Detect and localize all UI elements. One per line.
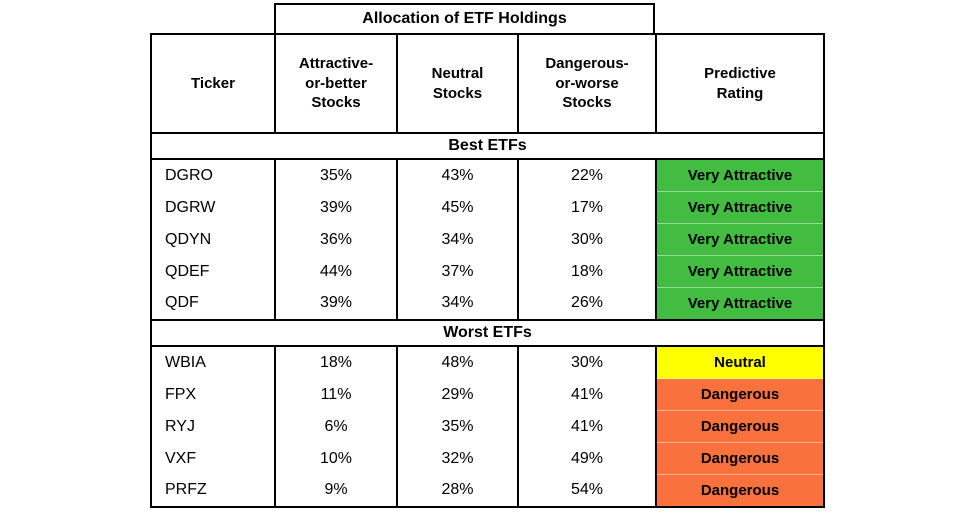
- rating-cell: Dangerous: [655, 442, 825, 475]
- dangerous-percent-cell: 49%: [517, 442, 657, 475]
- rating-cell: Dangerous: [655, 378, 825, 411]
- ticker-cell: VXF: [150, 442, 276, 475]
- neutral-percent-cell: 32%: [396, 442, 519, 475]
- dangerous-percent-cell: 30%: [517, 223, 657, 256]
- attractive-percent-cell: 6%: [274, 410, 398, 443]
- etf-row: DGRO 35% 43% 22% Very Attractive: [150, 159, 825, 192]
- dangerous-percent-cell: 41%: [517, 378, 657, 411]
- neutral-percent-cell: 34%: [396, 223, 519, 256]
- attractive-percent-cell: 9%: [274, 474, 398, 508]
- allocation-supertitle: Allocation of ETF Holdings: [274, 3, 655, 33]
- dangerous-percent-cell: 54%: [517, 474, 657, 508]
- rating-cell: Very Attractive: [655, 159, 825, 192]
- neutral-percent-cell: 37%: [396, 255, 519, 288]
- attractive-percent-cell: 10%: [274, 442, 398, 475]
- section-band-row: Worst ETFs: [150, 319, 825, 347]
- rating-cell: Very Attractive: [655, 191, 825, 224]
- rating-cell: Dangerous: [655, 474, 825, 508]
- etf-row: PRFZ 9% 28% 54% Dangerous: [150, 474, 825, 508]
- ticker-cell: QDEF: [150, 255, 276, 288]
- neutral-percent-cell: 34%: [396, 287, 519, 320]
- ticker-cell: RYJ: [150, 410, 276, 443]
- column-header-dangerous: Dangerous- or-worse Stocks: [517, 33, 657, 134]
- attractive-percent-cell: 18%: [274, 346, 398, 379]
- etf-row: FPX 11% 29% 41% Dangerous: [150, 378, 825, 411]
- rating-cell: Very Attractive: [655, 287, 825, 320]
- dangerous-percent-cell: 17%: [517, 191, 657, 224]
- dangerous-percent-cell: 18%: [517, 255, 657, 288]
- attractive-percent-cell: 35%: [274, 159, 398, 192]
- column-header-attractive: Attractive- or-better Stocks: [274, 33, 398, 134]
- column-header-neutral: Neutral Stocks: [396, 33, 519, 134]
- etf-row: QDEF 44% 37% 18% Very Attractive: [150, 255, 825, 288]
- rating-cell: Very Attractive: [655, 255, 825, 288]
- dangerous-percent-cell: 41%: [517, 410, 657, 443]
- ticker-cell: QDF: [150, 287, 276, 320]
- neutral-percent-cell: 29%: [396, 378, 519, 411]
- dangerous-percent-cell: 26%: [517, 287, 657, 320]
- neutral-percent-cell: 43%: [396, 159, 519, 192]
- section-label: Best ETFs: [150, 132, 825, 160]
- section-band-row: Best ETFs: [150, 132, 825, 160]
- ticker-cell: FPX: [150, 378, 276, 411]
- attractive-percent-cell: 39%: [274, 287, 398, 320]
- neutral-percent-cell: 28%: [396, 474, 519, 508]
- neutral-percent-cell: 45%: [396, 191, 519, 224]
- header-row: Ticker Attractive- or-better Stocks Neut…: [150, 33, 825, 134]
- column-header-rating: Predictive Rating: [655, 33, 825, 134]
- etf-row: RYJ 6% 35% 41% Dangerous: [150, 410, 825, 443]
- etf-row: QDYN 36% 34% 30% Very Attractive: [150, 223, 825, 256]
- ticker-cell: DGRO: [150, 159, 276, 192]
- section-label: Worst ETFs: [150, 319, 825, 347]
- rating-cell: Very Attractive: [655, 223, 825, 256]
- dangerous-percent-cell: 22%: [517, 159, 657, 192]
- column-header-ticker: Ticker: [150, 33, 276, 134]
- etf-row: VXF 10% 32% 49% Dangerous: [150, 442, 825, 475]
- neutral-percent-cell: 35%: [396, 410, 519, 443]
- attractive-percent-cell: 11%: [274, 378, 398, 411]
- rating-cell: Neutral: [655, 346, 825, 379]
- table-body: Best ETFs DGRO 35% 43% 22% Very Attractive DGR…: [150, 132, 825, 508]
- etf-row: WBIA 18% 48% 30% Neutral: [150, 346, 825, 379]
- neutral-percent-cell: 48%: [396, 346, 519, 379]
- etf-row: QDF 39% 34% 26% Very Attractive: [150, 287, 825, 320]
- attractive-percent-cell: 39%: [274, 191, 398, 224]
- ticker-cell: WBIA: [150, 346, 276, 379]
- attractive-percent-cell: 44%: [274, 255, 398, 288]
- attractive-percent-cell: 36%: [274, 223, 398, 256]
- ticker-cell: DGRW: [150, 191, 276, 224]
- ticker-cell: PRFZ: [150, 474, 276, 508]
- etf-holdings-table: Ticker Attractive- or-better Stocks Neut…: [150, 33, 825, 508]
- etf-row: DGRW 39% 45% 17% Very Attractive: [150, 191, 825, 224]
- table-header: Ticker Attractive- or-better Stocks Neut…: [150, 33, 825, 134]
- ticker-cell: QDYN: [150, 223, 276, 256]
- dangerous-percent-cell: 30%: [517, 346, 657, 379]
- rating-cell: Dangerous: [655, 410, 825, 443]
